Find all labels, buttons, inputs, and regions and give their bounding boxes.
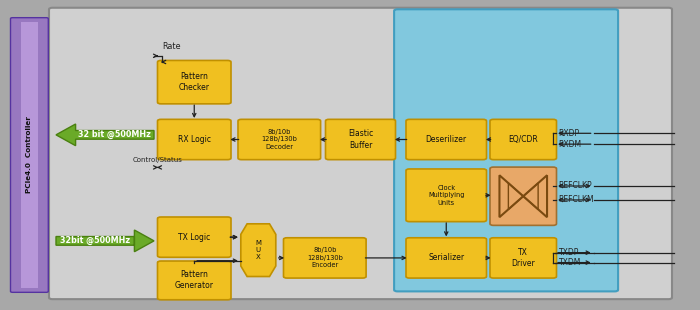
Text: Control/Status: Control/Status xyxy=(132,157,183,163)
Text: Serializer: Serializer xyxy=(428,253,464,263)
FancyBboxPatch shape xyxy=(490,238,556,278)
FancyBboxPatch shape xyxy=(10,18,48,292)
Text: 32bit @500MHz: 32bit @500MHz xyxy=(60,236,130,246)
Text: M
U
X: M U X xyxy=(256,240,261,260)
FancyBboxPatch shape xyxy=(490,119,556,160)
FancyBboxPatch shape xyxy=(238,119,321,160)
FancyBboxPatch shape xyxy=(406,169,486,222)
FancyBboxPatch shape xyxy=(158,261,231,300)
Bar xyxy=(21,22,38,288)
FancyBboxPatch shape xyxy=(406,119,486,160)
FancyBboxPatch shape xyxy=(158,60,231,104)
FancyBboxPatch shape xyxy=(406,238,486,278)
Text: TX
Driver: TX Driver xyxy=(512,248,535,268)
Text: 8b/10b
128b/130b
Decoder: 8b/10b 128b/130b Decoder xyxy=(261,129,298,150)
FancyBboxPatch shape xyxy=(326,119,395,160)
Text: RXDM: RXDM xyxy=(559,140,582,149)
Text: EQ/CDR: EQ/CDR xyxy=(508,135,538,144)
Polygon shape xyxy=(56,124,154,146)
Polygon shape xyxy=(56,230,154,252)
Text: 8b/10b
128b/130b
Encoder: 8b/10b 128b/130b Encoder xyxy=(307,247,343,268)
Text: REFCLKP: REFCLKP xyxy=(559,181,592,191)
Text: TXDM: TXDM xyxy=(559,258,581,267)
FancyBboxPatch shape xyxy=(394,9,618,291)
FancyBboxPatch shape xyxy=(49,8,672,299)
FancyBboxPatch shape xyxy=(284,238,366,278)
Text: Elastic
Buffer: Elastic Buffer xyxy=(348,130,373,149)
FancyBboxPatch shape xyxy=(158,119,231,160)
FancyBboxPatch shape xyxy=(490,167,556,225)
Text: TX Logic: TX Logic xyxy=(178,232,211,242)
Text: PCIe4.0  Controller: PCIe4.0 Controller xyxy=(27,117,32,193)
Text: TXDP: TXDP xyxy=(559,248,579,257)
FancyBboxPatch shape xyxy=(158,217,231,257)
Polygon shape xyxy=(241,224,276,277)
Text: 32 bit @500MHz: 32 bit @500MHz xyxy=(78,130,151,140)
Text: Pattern
Checker: Pattern Checker xyxy=(178,72,210,92)
Text: Deserilizer: Deserilizer xyxy=(426,135,467,144)
Text: Pattern
Generator: Pattern Generator xyxy=(175,270,214,290)
Text: RX Logic: RX Logic xyxy=(178,135,211,144)
Text: REFCLKM: REFCLKM xyxy=(559,195,594,205)
Text: Rate: Rate xyxy=(162,42,181,51)
Text: RXDP: RXDP xyxy=(559,129,580,138)
Text: Clock
Multiplying
Units: Clock Multiplying Units xyxy=(428,185,465,206)
